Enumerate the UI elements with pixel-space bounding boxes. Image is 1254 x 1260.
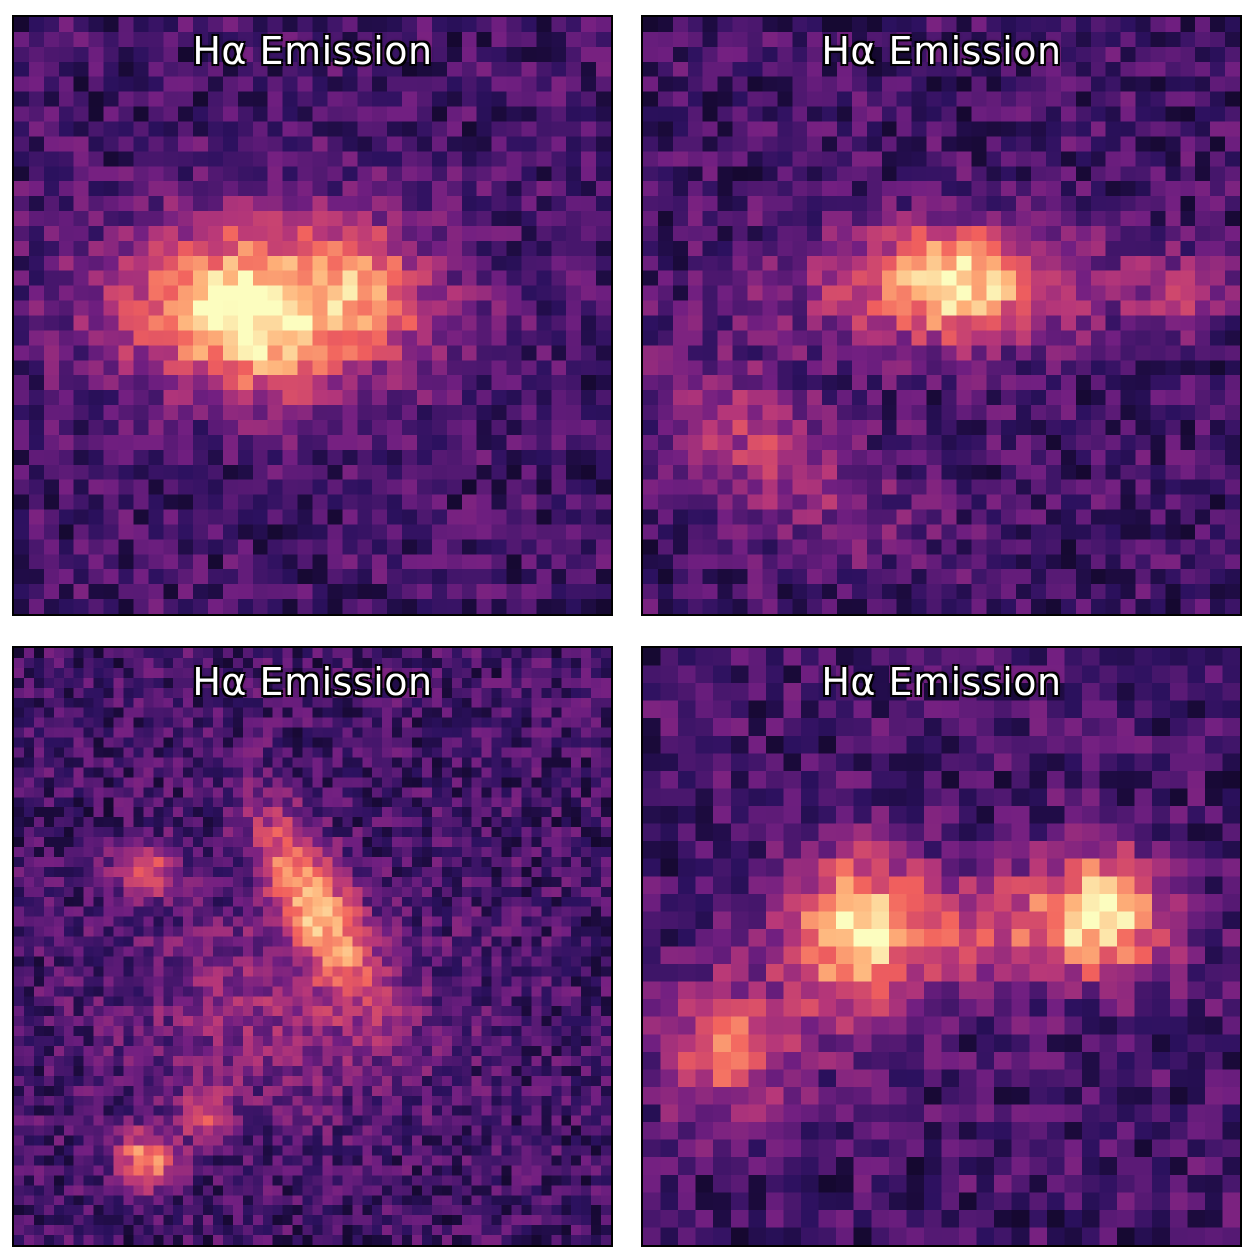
panel-title: Hα Emission xyxy=(821,29,1062,73)
panel-title: Hα Emission xyxy=(192,29,433,73)
emission-map-image xyxy=(643,17,1240,614)
emission-map-image xyxy=(14,17,611,614)
halpha-panel-top-left: Hα Emission xyxy=(12,15,613,616)
panel-title: Hα Emission xyxy=(192,660,433,704)
panel-title: Hα Emission xyxy=(821,660,1062,704)
halpha-panel-bottom-left: Hα Emission xyxy=(12,646,613,1247)
emission-map-image xyxy=(643,648,1240,1245)
halpha-panel-top-right: Hα Emission xyxy=(641,15,1242,616)
halpha-panel-bottom-right: Hα Emission xyxy=(641,646,1242,1247)
emission-map-image xyxy=(14,648,611,1245)
